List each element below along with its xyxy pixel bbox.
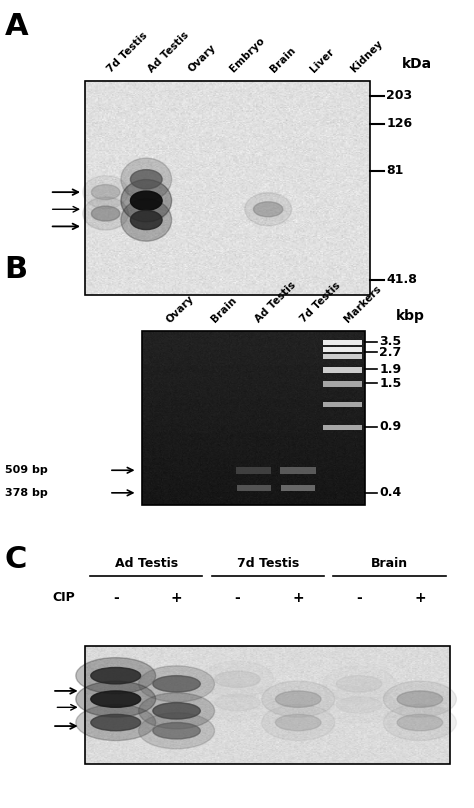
Ellipse shape [76, 705, 155, 741]
Text: Brain: Brain [268, 45, 297, 74]
Bar [237, 485, 271, 490]
Ellipse shape [275, 714, 321, 730]
Text: 126: 126 [386, 117, 412, 130]
Text: 3.5: 3.5 [379, 335, 401, 348]
Ellipse shape [130, 191, 162, 210]
Text: -: - [113, 591, 118, 605]
Text: 1.5: 1.5 [379, 377, 401, 390]
Text: +: + [414, 591, 426, 605]
Ellipse shape [91, 206, 120, 221]
Text: Ad Testis: Ad Testis [254, 280, 298, 325]
Text: B: B [5, 255, 28, 284]
Ellipse shape [201, 684, 274, 721]
Text: kbp: kbp [396, 309, 424, 323]
Ellipse shape [153, 722, 201, 739]
Text: Kidney: Kidney [349, 39, 385, 74]
Text: 7d Testis: 7d Testis [237, 557, 299, 570]
Bar [280, 468, 316, 474]
Bar [323, 381, 362, 386]
Ellipse shape [91, 714, 141, 730]
Bar [236, 468, 272, 474]
Text: +: + [171, 591, 182, 605]
Ellipse shape [153, 703, 201, 719]
Text: Liver: Liver [309, 47, 337, 74]
Ellipse shape [397, 691, 443, 707]
Bar [85, 646, 450, 764]
Text: Brain: Brain [209, 296, 238, 325]
Text: 203: 203 [386, 90, 412, 103]
Text: Brain: Brain [371, 557, 408, 570]
Bar [323, 347, 362, 351]
Ellipse shape [201, 661, 274, 697]
Ellipse shape [121, 158, 172, 200]
Bar [323, 402, 362, 407]
Ellipse shape [383, 681, 456, 718]
Ellipse shape [130, 210, 162, 229]
Ellipse shape [383, 705, 456, 741]
Ellipse shape [245, 193, 292, 225]
Ellipse shape [91, 691, 141, 707]
Text: A: A [5, 12, 28, 41]
Ellipse shape [254, 202, 283, 217]
Text: Ovary: Ovary [187, 43, 219, 74]
Ellipse shape [138, 713, 215, 749]
Text: Ovary: Ovary [164, 293, 196, 325]
Bar [85, 81, 370, 295]
Ellipse shape [275, 691, 321, 707]
Text: C: C [5, 545, 27, 574]
Ellipse shape [121, 179, 172, 222]
Ellipse shape [215, 671, 260, 688]
Ellipse shape [262, 705, 335, 741]
Text: -: - [235, 591, 240, 605]
Ellipse shape [397, 714, 443, 730]
Text: kDa: kDa [402, 57, 432, 71]
Ellipse shape [76, 681, 155, 718]
Bar [281, 485, 315, 490]
Ellipse shape [121, 199, 172, 241]
Text: 0.9: 0.9 [379, 420, 401, 433]
Text: Ad Testis: Ad Testis [146, 30, 191, 74]
Ellipse shape [91, 185, 120, 200]
Text: Ad Testis: Ad Testis [115, 557, 178, 570]
Ellipse shape [322, 666, 395, 702]
Ellipse shape [138, 692, 215, 729]
Bar [323, 425, 362, 430]
Ellipse shape [322, 687, 395, 723]
Ellipse shape [262, 681, 335, 718]
Ellipse shape [138, 666, 215, 702]
Ellipse shape [336, 675, 382, 692]
Text: CIP: CIP [52, 591, 75, 604]
Ellipse shape [83, 197, 128, 230]
Text: 7d Testis: 7d Testis [106, 30, 150, 74]
Text: 0.4: 0.4 [379, 486, 401, 499]
Ellipse shape [215, 694, 260, 711]
Ellipse shape [83, 175, 128, 208]
Text: 2.7: 2.7 [379, 346, 401, 359]
Ellipse shape [91, 667, 141, 684]
Text: 7d Testis: 7d Testis [298, 280, 342, 325]
Ellipse shape [336, 696, 382, 713]
Ellipse shape [76, 658, 155, 694]
Text: 81: 81 [386, 164, 404, 177]
Text: Embryo: Embryo [228, 36, 266, 74]
Ellipse shape [153, 675, 201, 692]
Text: 1.9: 1.9 [379, 363, 401, 376]
Text: +: + [292, 591, 304, 605]
Bar [323, 368, 362, 372]
Text: 509 bp: 509 bp [5, 465, 47, 475]
Text: Markers: Markers [343, 284, 383, 325]
Bar [323, 354, 362, 359]
Text: -: - [356, 591, 362, 605]
Ellipse shape [130, 170, 162, 189]
Bar [323, 339, 362, 345]
Text: 41.8: 41.8 [386, 273, 417, 286]
Bar [142, 331, 365, 505]
Text: 378 bp: 378 bp [5, 488, 47, 498]
